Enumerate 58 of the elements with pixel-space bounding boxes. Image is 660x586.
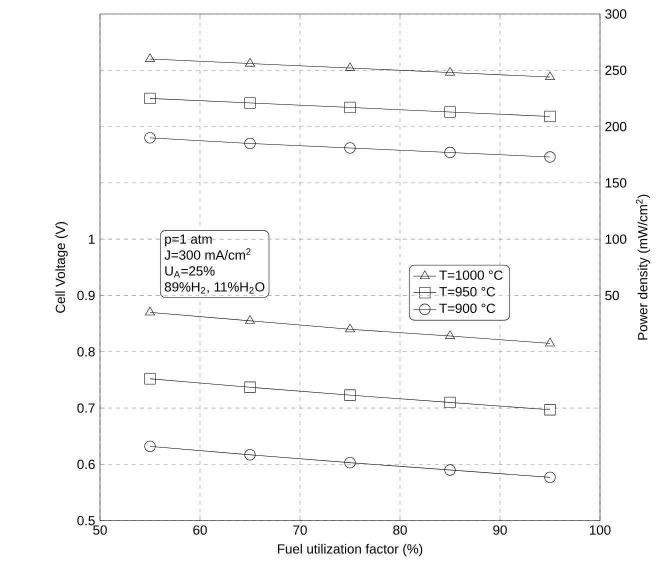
point xyxy=(544,151,556,163)
point xyxy=(344,457,356,468)
point xyxy=(344,390,356,401)
x-tick-label: 50 xyxy=(93,525,107,535)
point xyxy=(245,315,255,324)
point xyxy=(445,330,455,339)
point xyxy=(444,464,456,476)
annotation: U$_{A}$=25% xyxy=(165,266,215,278)
point xyxy=(144,132,156,144)
point xyxy=(144,373,156,384)
y-tick-label: 0.6 xyxy=(77,460,95,470)
point xyxy=(244,449,256,460)
y2-tick-label: 150 xyxy=(606,178,626,188)
y-tick-label: 0.5 xyxy=(77,516,95,526)
y-tick-label: 0.9 xyxy=(77,290,95,300)
point xyxy=(444,396,456,408)
point xyxy=(544,404,556,416)
point xyxy=(144,92,156,104)
y2-tick-label: 200 xyxy=(605,122,626,132)
legend-label: T=1000 °C xyxy=(439,270,503,280)
point xyxy=(544,110,556,122)
point xyxy=(545,338,555,346)
y-axis-title: Cell Voltage (V) xyxy=(55,222,68,313)
point xyxy=(145,306,155,316)
point xyxy=(345,324,355,332)
annotation: p=1 atm xyxy=(165,234,212,246)
y-tick-label: 0.8 xyxy=(77,347,95,356)
point xyxy=(244,138,256,150)
legend-label: T=950 °C xyxy=(439,287,496,296)
point xyxy=(344,142,356,154)
x-tick-label: 70 xyxy=(293,525,307,535)
x-tick-label: 80 xyxy=(393,525,407,535)
x-tick-label: 100 xyxy=(590,525,611,535)
annotation: J=300 mA/cm$^{2}$ xyxy=(164,248,251,260)
point xyxy=(144,440,156,452)
y2-tick-label: 50 xyxy=(605,290,619,300)
point xyxy=(444,146,456,158)
x-axis-title: Fuel utilization factor (%) xyxy=(278,544,422,556)
annotation: 89%H$_{2}$, 11%H$_{2}$O xyxy=(164,282,264,294)
y2-tick-label: 300 xyxy=(605,9,626,19)
y2-tick-label: 250 xyxy=(605,66,626,75)
y-tick-label: 0.7 xyxy=(77,403,95,413)
y2-tick-label: 100 xyxy=(606,234,626,244)
point xyxy=(345,62,355,71)
x-tick-label: 60 xyxy=(193,525,207,535)
point xyxy=(245,58,255,66)
point xyxy=(344,102,356,114)
x-tick-label: 90 xyxy=(493,525,507,535)
point xyxy=(244,97,256,109)
point xyxy=(544,472,556,483)
point xyxy=(444,106,456,118)
point xyxy=(244,382,256,393)
y2-axis-title: Power density (mW/cm$^{2}$) xyxy=(636,194,650,340)
point xyxy=(445,66,455,76)
point xyxy=(145,53,155,62)
y-tick-label: 1 xyxy=(88,234,95,244)
point xyxy=(545,71,555,80)
legend-label: T=900 °C xyxy=(439,304,496,314)
